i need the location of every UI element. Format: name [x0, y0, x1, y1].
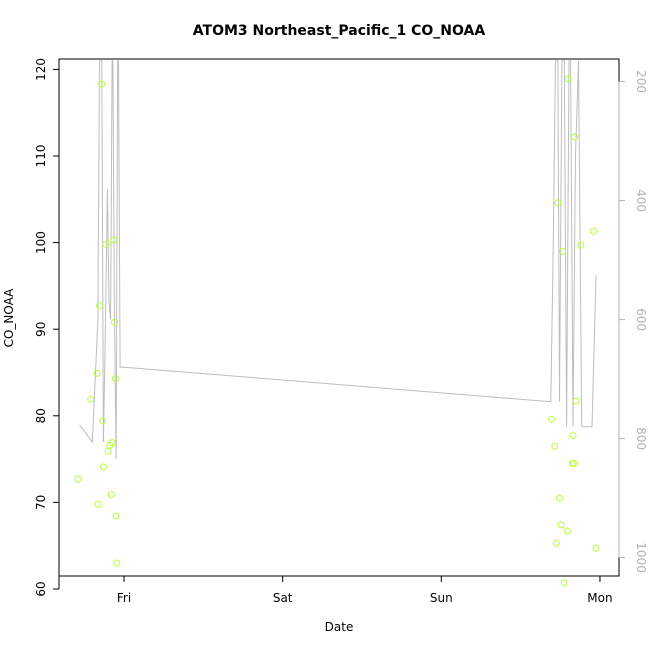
y-axis: 60 70 80 90 100 110 120	[34, 58, 60, 597]
y-tick-label: 120	[34, 58, 48, 81]
y-tick-label: 70	[34, 495, 48, 510]
data-point	[111, 318, 118, 326]
y-tick-label: 60	[34, 581, 48, 596]
data-point	[571, 133, 579, 141]
data-point	[93, 369, 101, 377]
data-point	[592, 544, 600, 552]
x-tick-label: Fri	[117, 591, 131, 605]
plot-frame	[58, 58, 620, 577]
x-axis-label: Date	[325, 620, 354, 634]
data-point	[99, 417, 107, 425]
data-point	[113, 559, 121, 567]
data-point	[577, 241, 585, 249]
x-tick-label: Sat	[273, 591, 293, 605]
y-tick-label: 100	[34, 231, 48, 254]
y-axis-right: 200 400 600 800 1000	[618, 70, 648, 573]
data-point	[552, 539, 560, 547]
data-point	[108, 439, 116, 447]
data-point	[563, 527, 571, 535]
y2-tick-label: 200	[634, 70, 648, 93]
data-point	[107, 491, 115, 499]
data-point	[96, 302, 103, 310]
data-point	[110, 236, 118, 244]
data-point	[590, 227, 598, 235]
data-point	[572, 397, 580, 405]
data-point	[556, 494, 563, 502]
y2-tick-label: 1000	[634, 542, 648, 573]
data-point	[554, 199, 562, 207]
data-point	[94, 500, 102, 508]
series-line-path	[79, 60, 597, 460]
data-point	[559, 247, 567, 255]
data-point	[548, 415, 556, 423]
y-tick-label: 90	[34, 322, 48, 337]
line-series	[79, 60, 597, 460]
point-series	[74, 75, 600, 587]
data-point	[74, 475, 82, 483]
y-axis-label: CO_NOAA	[2, 288, 16, 348]
y-tick-label: 110	[34, 145, 48, 168]
data-point	[111, 375, 119, 383]
y2-tick-label: 400	[634, 189, 648, 212]
data-point	[102, 240, 110, 248]
chart-title: ATOM3 Northeast_Pacific_1 CO_NOAA	[193, 23, 486, 39]
data-point	[560, 579, 568, 587]
x-tick-label: Sun	[430, 591, 453, 605]
y2-tick-label: 800	[634, 427, 648, 450]
data-point	[551, 442, 559, 450]
data-point	[570, 459, 578, 467]
y2-tick-label: 600	[634, 308, 648, 331]
data-point	[99, 463, 107, 471]
x-tick-label: Mon	[587, 591, 612, 605]
data-point	[557, 521, 565, 529]
data-point	[112, 512, 120, 520]
x-axis: Fri Sat Sun Mon	[117, 575, 613, 605]
data-point	[98, 80, 106, 88]
data-point	[87, 395, 95, 403]
data-point	[104, 447, 112, 455]
y-tick-label: 80	[34, 408, 48, 423]
data-point	[569, 432, 577, 440]
data-point	[564, 75, 572, 83]
